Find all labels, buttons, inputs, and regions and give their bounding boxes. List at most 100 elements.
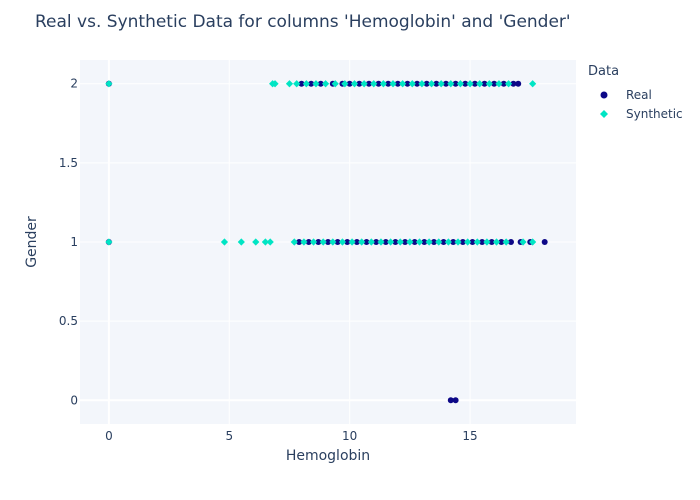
point-synthetic[interactable]: [329, 238, 337, 246]
point-real[interactable]: [450, 239, 457, 245]
legend-item-synthetic[interactable]: Synthetic: [588, 104, 683, 123]
point-synthetic[interactable]: [447, 80, 455, 88]
point-real[interactable]: [356, 80, 363, 87]
point-real[interactable]: [325, 239, 331, 245]
point-synthetic[interactable]: [444, 238, 452, 246]
point-synthetic[interactable]: [285, 80, 294, 88]
point-synthetic[interactable]: [348, 238, 356, 246]
point-real[interactable]: [298, 80, 305, 87]
point-synthetic[interactable]: [473, 238, 481, 246]
point-synthetic[interactable]: [427, 80, 436, 88]
point-real[interactable]: [394, 80, 401, 87]
point-real[interactable]: [346, 80, 353, 87]
point-real[interactable]: [296, 239, 303, 245]
point-synthetic[interactable]: [266, 238, 274, 246]
point-real[interactable]: [305, 239, 312, 245]
point-real[interactable]: [385, 80, 392, 87]
point-synthetic[interactable]: [358, 238, 366, 246]
point-synthetic[interactable]: [377, 238, 385, 246]
point-real[interactable]: [404, 80, 411, 87]
point-synthetic[interactable]: [456, 80, 465, 88]
point-real[interactable]: [382, 239, 389, 245]
point-real[interactable]: [421, 239, 428, 245]
point-real[interactable]: [541, 239, 548, 245]
point-real[interactable]: [469, 239, 476, 245]
point-synthetic[interactable]: [492, 238, 501, 246]
point-real[interactable]: [365, 80, 372, 87]
point-synthetic[interactable]: [389, 80, 397, 88]
point-synthetic[interactable]: [312, 80, 320, 88]
point-synthetic[interactable]: [350, 80, 359, 88]
point-real[interactable]: [433, 80, 440, 87]
point-real[interactable]: [498, 239, 505, 245]
point-synthetic[interactable]: [418, 80, 426, 88]
point-real[interactable]: [491, 80, 498, 87]
point-synthetic[interactable]: [519, 238, 527, 246]
point-real[interactable]: [392, 239, 399, 245]
point-synthetic[interactable]: [454, 238, 462, 246]
point-synthetic[interactable]: [319, 238, 327, 246]
point-synthetic[interactable]: [425, 238, 433, 246]
point-synthetic[interactable]: [300, 238, 308, 246]
point-synthetic[interactable]: [529, 238, 537, 246]
point-synthetic[interactable]: [396, 238, 404, 246]
legend-item-real[interactable]: Real: [588, 85, 683, 104]
point-real[interactable]: [402, 239, 409, 245]
point-synthetic[interactable]: [261, 238, 269, 246]
point-synthetic[interactable]: [360, 80, 368, 88]
point-real[interactable]: [452, 397, 459, 404]
point-real[interactable]: [440, 239, 447, 245]
point-synthetic[interactable]: [502, 238, 510, 246]
point-synthetic[interactable]: [387, 238, 395, 246]
point-synthetic[interactable]: [341, 80, 349, 88]
point-synthetic[interactable]: [309, 238, 318, 246]
point-real[interactable]: [373, 239, 380, 245]
point-real[interactable]: [411, 239, 418, 245]
point-synthetic[interactable]: [321, 80, 330, 88]
point-synthetic[interactable]: [466, 80, 474, 88]
point-real[interactable]: [507, 239, 514, 245]
point-synthetic[interactable]: [435, 238, 443, 246]
point-synthetic[interactable]: [293, 80, 301, 88]
point-real[interactable]: [459, 239, 466, 245]
point-real[interactable]: [430, 239, 437, 245]
point-synthetic[interactable]: [485, 80, 493, 88]
point-synthetic[interactable]: [367, 238, 375, 246]
point-real[interactable]: [375, 80, 382, 87]
point-synthetic[interactable]: [406, 238, 414, 246]
point-synthetic[interactable]: [220, 238, 229, 246]
point-synthetic[interactable]: [399, 80, 407, 88]
point-synthetic[interactable]: [495, 80, 503, 88]
point-real[interactable]: [317, 80, 324, 87]
point-real[interactable]: [334, 239, 341, 245]
point-real[interactable]: [462, 80, 469, 87]
point-real[interactable]: [452, 80, 459, 87]
point-synthetic[interactable]: [338, 238, 347, 246]
point-real[interactable]: [414, 80, 421, 87]
point-real[interactable]: [442, 80, 449, 87]
point-synthetic[interactable]: [271, 80, 279, 88]
point-synthetic[interactable]: [504, 80, 513, 88]
point-real[interactable]: [315, 239, 322, 245]
point-real[interactable]: [471, 80, 478, 87]
point-synthetic[interactable]: [252, 238, 260, 246]
point-real[interactable]: [344, 239, 351, 245]
point-synthetic[interactable]: [408, 80, 416, 88]
point-real[interactable]: [363, 239, 370, 245]
point-synthetic[interactable]: [529, 80, 537, 88]
point-real[interactable]: [481, 80, 488, 87]
point-synthetic[interactable]: [464, 238, 472, 246]
point-synthetic[interactable]: [379, 80, 387, 88]
point-synthetic[interactable]: [370, 80, 378, 88]
point-real[interactable]: [479, 239, 486, 245]
point-synthetic[interactable]: [302, 80, 310, 88]
point-real[interactable]: [510, 80, 517, 87]
point-synthetic[interactable]: [476, 80, 484, 88]
point-real[interactable]: [353, 239, 360, 245]
point-synthetic[interactable]: [290, 238, 298, 246]
point-synthetic[interactable]: [105, 238, 113, 246]
point-real[interactable]: [500, 80, 507, 87]
point-real[interactable]: [488, 239, 495, 245]
point-synthetic[interactable]: [331, 80, 339, 88]
point-synthetic[interactable]: [437, 80, 445, 88]
